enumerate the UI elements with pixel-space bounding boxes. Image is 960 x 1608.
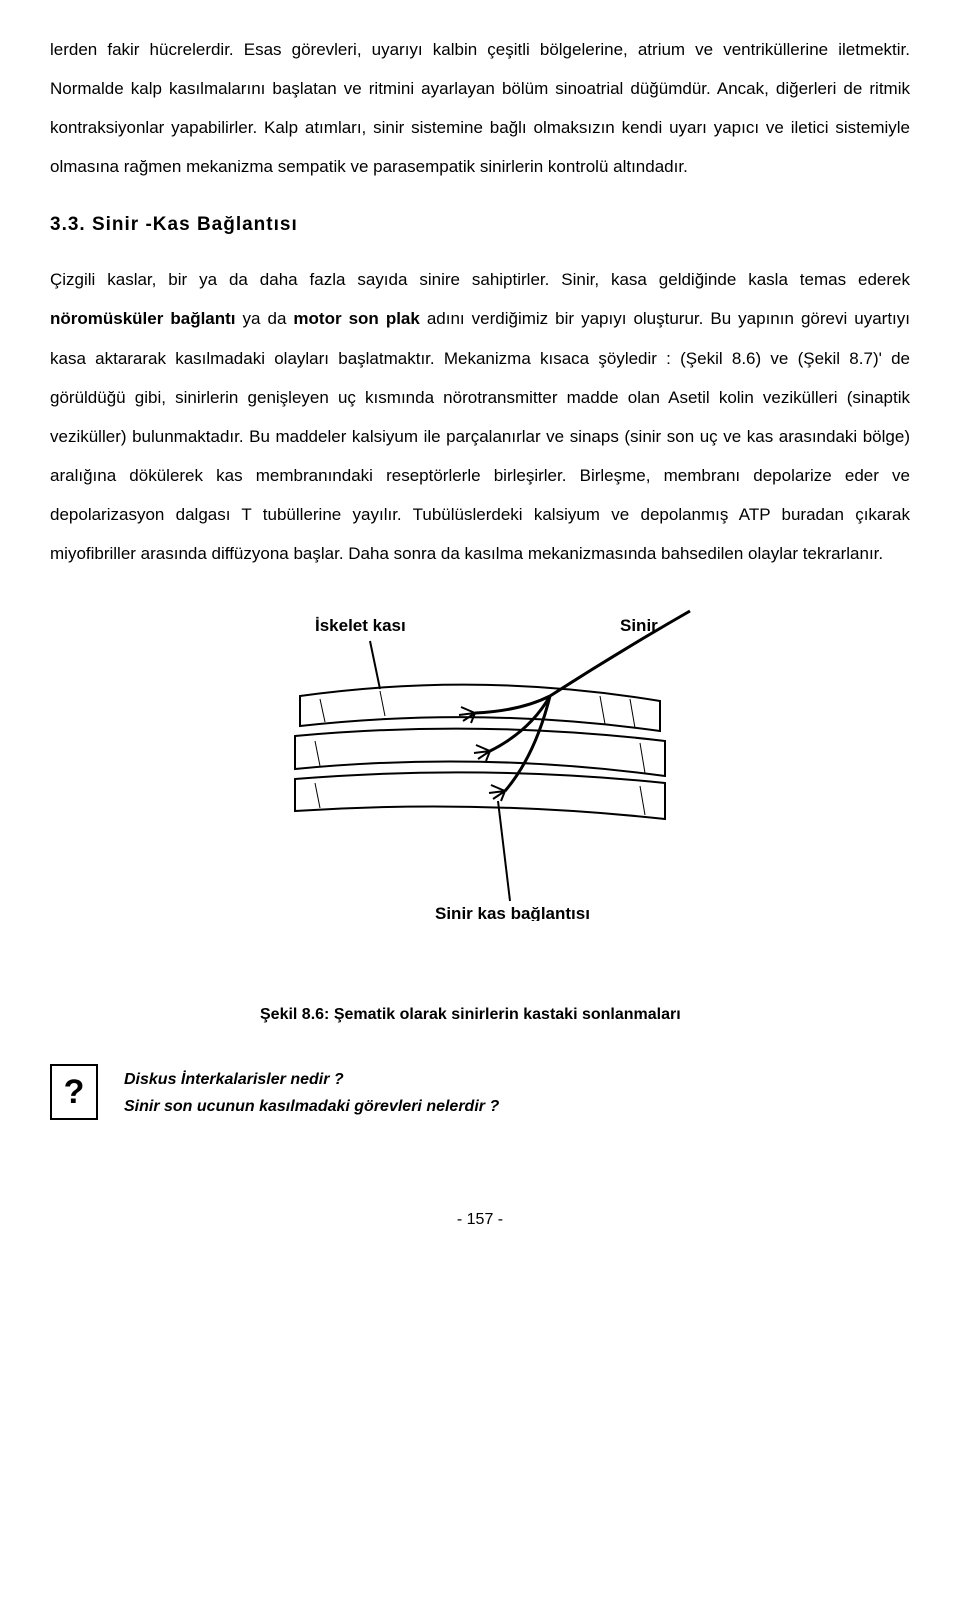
label-skeletal-muscle: İskelet kası <box>315 616 406 635</box>
paragraph-1: lerden fakir hücrelerdir. Esas görevleri… <box>50 30 910 186</box>
question-lines: Diskus İnterkalarisler nedir ? Sinir son… <box>124 1064 499 1120</box>
figure-caption: Şekil 8.6: Şematik olarak sinirlerin kas… <box>260 1006 910 1024</box>
question-mark-icon: ? <box>50 1064 98 1120</box>
p2-part-e: adını verdiğimiz bir yapıyı oluşturur. B… <box>50 309 910 563</box>
p2-part-a: Çizgili kaslar, bir ya da daha fazla say… <box>50 270 910 289</box>
question-block: ? Diskus İnterkalarisler nedir ? Sinir s… <box>50 1064 910 1120</box>
page-number: - 157 - <box>50 1211 910 1229</box>
question-2: Sinir son ucunun kasılmadaki görevleri n… <box>124 1093 499 1120</box>
figure-container: İskelet kası Sinir Sinir kas bağlantısı <box>50 601 910 926</box>
nerve-muscle-diagram: İskelet kası Sinir Sinir kas bağlantısı <box>220 601 740 921</box>
section-heading: 3.3. Sinir -Kas Bağlantısı <box>50 214 910 236</box>
page-container: lerden fakir hücrelerdir. Esas görevleri… <box>0 0 960 1269</box>
label-nerve: Sinir <box>620 616 658 635</box>
p2-bold-2: motor son plak <box>293 309 419 328</box>
label-junction: Sinir kas bağlantısı <box>435 904 590 921</box>
question-1: Diskus İnterkalarisler nedir ? <box>124 1066 499 1093</box>
p2-part-c: ya da <box>236 309 294 328</box>
p2-bold-1: nöromüsküler bağlantı <box>50 309 236 328</box>
paragraph-2: Çizgili kaslar, bir ya da daha fazla say… <box>50 260 910 573</box>
